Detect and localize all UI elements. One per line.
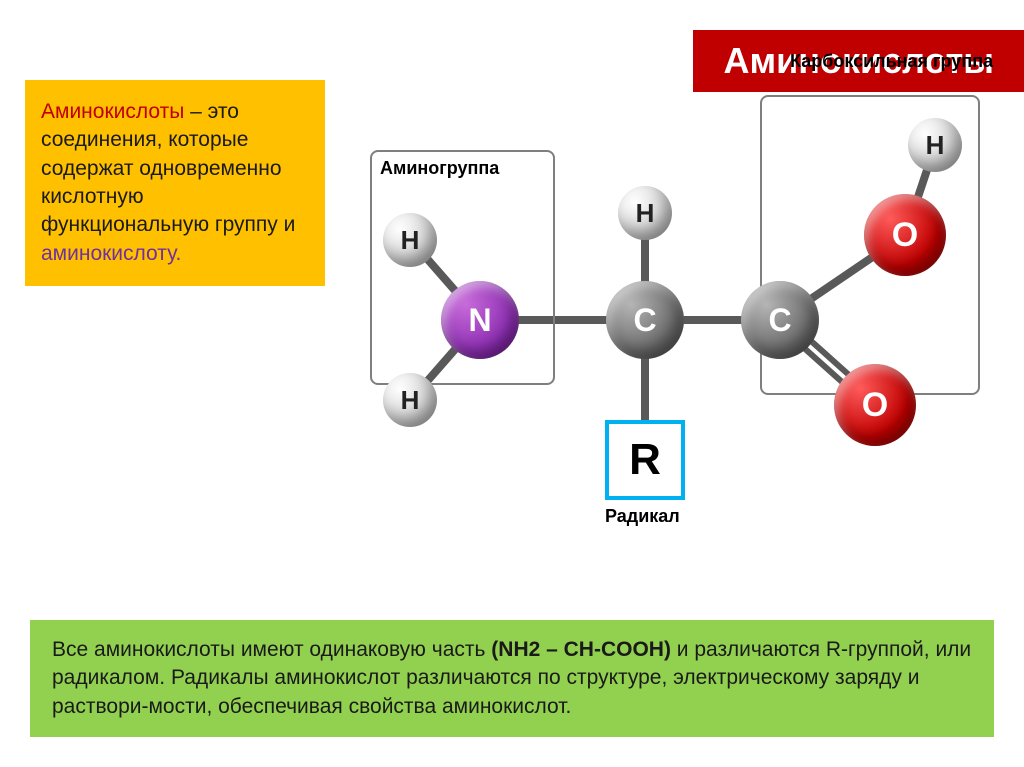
r-group-box: R xyxy=(605,420,685,500)
atom-Ca: C xyxy=(606,281,684,359)
atom-H_O: H xyxy=(908,118,962,172)
definition-term: Аминокислоты xyxy=(41,100,184,123)
atom-label: O xyxy=(862,386,888,425)
atom-H_N2: H xyxy=(383,373,437,427)
atom-Cc: C xyxy=(741,281,819,359)
atom-H_Ca: H xyxy=(618,186,672,240)
atom-O1: O xyxy=(864,194,946,276)
atom-label: H xyxy=(636,198,655,229)
atom-label: H xyxy=(401,385,420,416)
summary-formula: (NH2 – CH-COOH) xyxy=(491,638,671,661)
atom-label: C xyxy=(633,302,656,339)
atom-label: C xyxy=(768,302,791,339)
amino-group-label: Аминогруппа xyxy=(380,158,545,179)
carboxyl-group-label: Карбоксильная группа xyxy=(790,51,1000,72)
summary-line1a: Все аминокислоты имеют одинаковую часть xyxy=(52,638,491,661)
definition-tail: аминокислоту. xyxy=(41,242,181,265)
atom-label: H xyxy=(926,130,945,161)
r-group-label: Радикал xyxy=(605,506,680,527)
definition-box: Аминокислоты – это соединения, которые с… xyxy=(25,80,325,286)
atom-label: N xyxy=(468,302,491,339)
atom-label: H xyxy=(401,225,420,256)
atom-label: O xyxy=(892,216,918,255)
summary-box: Все аминокислоты имеют одинаковую часть … xyxy=(30,620,994,737)
atom-H_N1: H xyxy=(383,213,437,267)
amino-acid-diagram: АминогруппаКарбоксильная группаNCCOOHHHH… xyxy=(350,95,990,525)
atom-O2: O xyxy=(834,364,916,446)
atom-N: N xyxy=(441,281,519,359)
